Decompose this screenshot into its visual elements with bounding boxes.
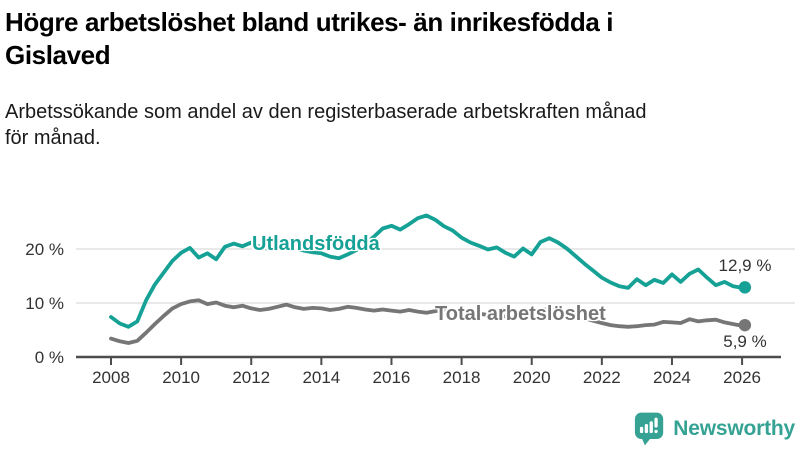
y-axis-label-20: 20 % <box>25 240 64 259</box>
chart-subtitle-line2: för månad. <box>5 127 101 150</box>
x-axis-label-2024: 2024 <box>653 368 691 387</box>
utlandsfodda-end-dot <box>738 281 752 294</box>
chart-subtitle-line1: Arbetssökande som andel av den registerb… <box>5 100 647 123</box>
page-title: Högre arbetslöshet bland utrikes- än inr… <box>0 0 800 72</box>
total-arbetsloshet-line <box>109 298 747 345</box>
x-axis-label-2016: 2016 <box>372 368 411 387</box>
x-axis-label-2008: 2008 <box>92 368 130 387</box>
y-axis-label-0: 0 % <box>34 348 64 367</box>
x-axis-label-2018: 2018 <box>442 368 481 387</box>
x-axis-label-2020: 2020 <box>512 368 551 387</box>
series-label-utlandsfodda: Utlandsfödda <box>252 233 380 255</box>
newsworthy-logo-text: Newsworthy <box>673 417 795 440</box>
x-axis-label-2014: 2014 <box>302 368 341 387</box>
x-axis-label-2010: 2010 <box>162 368 201 387</box>
series-label-total-arbetsloshet: Total arbetslöshet <box>435 303 606 325</box>
utlandsfodda-line <box>109 213 747 329</box>
newsworthy-logo-icon <box>635 412 664 446</box>
page-title-line1: Högre arbetslöshet bland utrikes- än inr… <box>5 7 614 37</box>
y-axis-label-10: 10 % <box>25 294 64 313</box>
end-value-label-total-arbetsloshet: 5,9 % <box>723 332 767 351</box>
x-axis-label-2012: 2012 <box>232 368 271 387</box>
chart-subtitle: Arbetssökande som andel av den registerb… <box>0 72 800 152</box>
x-axis-label-2026: 2026 <box>723 368 761 387</box>
total-arbetsloshet-end-dot <box>738 318 752 332</box>
x-axis-label-2022: 2022 <box>582 368 621 387</box>
page-title-line2: Gislaved <box>5 39 111 70</box>
end-value-label-utlandsfodda: 12,9 % <box>718 256 772 275</box>
newsworthy-logo: Newsworthy <box>634 411 795 447</box>
